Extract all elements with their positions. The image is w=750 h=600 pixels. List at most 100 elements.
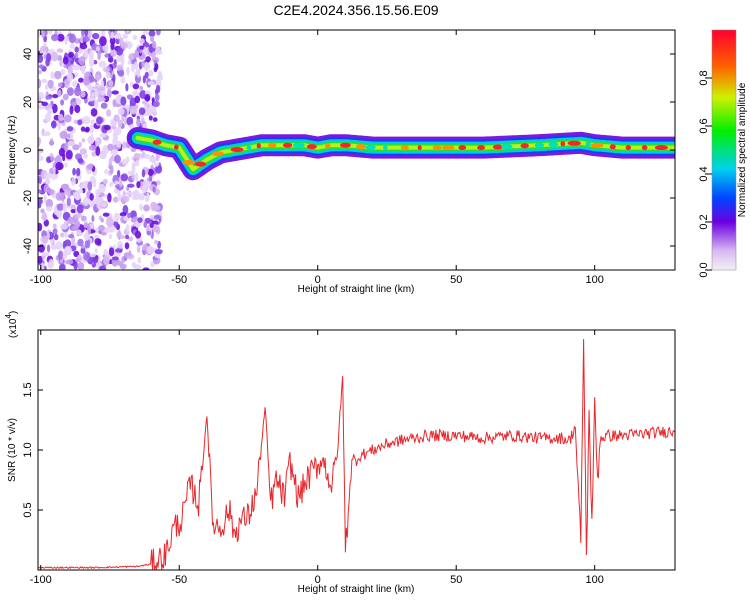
noise-blob (144, 90, 151, 96)
trace-hotspot (520, 143, 529, 149)
noise-blob (136, 181, 141, 189)
noise-blob (81, 64, 86, 75)
noise-blob (90, 119, 95, 125)
noise-blob (56, 48, 64, 53)
x-tick-label: -50 (171, 574, 187, 586)
noise-blob (60, 99, 65, 106)
heatmap-ticks: -100 -50 0 50 100 -40 -20 0 20 40 (22, 30, 675, 286)
colorbar-label: Normalized spectral amplitude (737, 82, 748, 217)
heatmap-plot: -100 -50 0 50 100 -40 -20 0 20 40 Height of strai… (7, 29, 676, 295)
noise-blob (132, 34, 138, 41)
noise-blob (119, 181, 123, 187)
noise-blob (103, 255, 110, 266)
noise-blob (87, 181, 93, 192)
noise-blob (38, 137, 41, 147)
noise-blob (109, 181, 114, 187)
colorbar-tick-label: 0.2 (698, 214, 710, 229)
snr-line-series (38, 338, 675, 570)
trace-hotspot (212, 151, 224, 157)
noise-blob (124, 242, 130, 250)
y-tick-label: 0 (22, 147, 34, 153)
noise-blob (41, 78, 48, 84)
noise-blob (70, 209, 77, 214)
noise-blob (50, 173, 58, 180)
noise-blob (89, 193, 94, 201)
noise-blob (93, 199, 98, 205)
noise-blob (128, 124, 135, 130)
noise-blob (40, 262, 45, 270)
noise-blob (66, 126, 74, 132)
noise-blob (96, 116, 103, 125)
noise-blob (103, 248, 108, 256)
noise-blob (90, 92, 96, 98)
noise-blob (150, 157, 157, 164)
noise-blob (83, 231, 90, 241)
noise-blob (156, 30, 161, 36)
noise-blob (142, 123, 147, 129)
noise-blob (133, 152, 141, 159)
noise-blob (45, 112, 52, 123)
noise-blob (54, 70, 62, 80)
noise-blob (121, 115, 125, 123)
noise-blob (106, 109, 112, 117)
noise-blob (79, 148, 87, 155)
noise-blob (114, 154, 121, 164)
snr-multiplier-exp: 4 (4, 314, 13, 319)
noise-blob (148, 115, 153, 121)
noise-blob (131, 173, 135, 180)
trace-hotspot (560, 141, 566, 147)
trace-hotspot (293, 142, 305, 148)
snr-multiplier-base: (x10 (8, 318, 19, 338)
trace-hotspot (194, 161, 207, 167)
trace-hotspot (585, 141, 591, 147)
noise-blob (131, 262, 137, 268)
trace-hotspot (534, 142, 545, 148)
noise-blob (91, 151, 97, 157)
noise-blob (108, 233, 112, 240)
colorbar: 0.0 0.2 0.4 0.6 0.8 Normalized spectral ampl… (698, 29, 748, 278)
noise-blob (62, 56, 69, 65)
noise-blob (134, 95, 141, 104)
noise-blob (82, 116, 91, 124)
noise-blob (147, 69, 154, 77)
noise-blob (51, 103, 58, 114)
noise-blob (115, 47, 124, 56)
noise-blob (117, 94, 122, 100)
noise-blob (120, 42, 128, 49)
noise-blob (154, 46, 161, 55)
y-tick-label: 1.0 (22, 442, 34, 457)
trace-hotspot (458, 145, 467, 151)
noise-blob (125, 30, 130, 34)
x-tick-label: 100 (586, 274, 604, 286)
noise-blob (46, 206, 53, 212)
noise-blob (153, 162, 159, 167)
noise-blob (122, 141, 127, 149)
noise-blob (157, 71, 163, 79)
noise-blob (151, 40, 157, 49)
noise-blob (116, 64, 124, 72)
noise-blob (126, 116, 134, 126)
noise-blob (149, 222, 154, 228)
noise-blob (45, 95, 53, 100)
noise-blob (111, 256, 119, 261)
noise-blob (87, 135, 95, 145)
noise-blob (147, 107, 153, 115)
noise-blob (64, 141, 69, 152)
x-tick-label: -100 (30, 274, 52, 286)
noise-blob (117, 169, 121, 178)
trace-hotspot (417, 145, 422, 151)
noise-blob (75, 52, 79, 59)
noise-blob (122, 195, 130, 203)
noise-blob (38, 175, 43, 185)
noise-blob (84, 30, 89, 37)
noise-blob (138, 193, 146, 199)
noise-blob (117, 119, 123, 128)
noise-blob (46, 244, 51, 253)
noise-blob (139, 203, 143, 211)
noise-blob (153, 214, 161, 220)
noise-blob (50, 244, 59, 250)
noise-blob (85, 126, 90, 132)
noise-blob (91, 215, 95, 222)
heatmap-x-axis-label: Height of straight line (km) (298, 284, 415, 295)
noise-blob (112, 133, 118, 142)
